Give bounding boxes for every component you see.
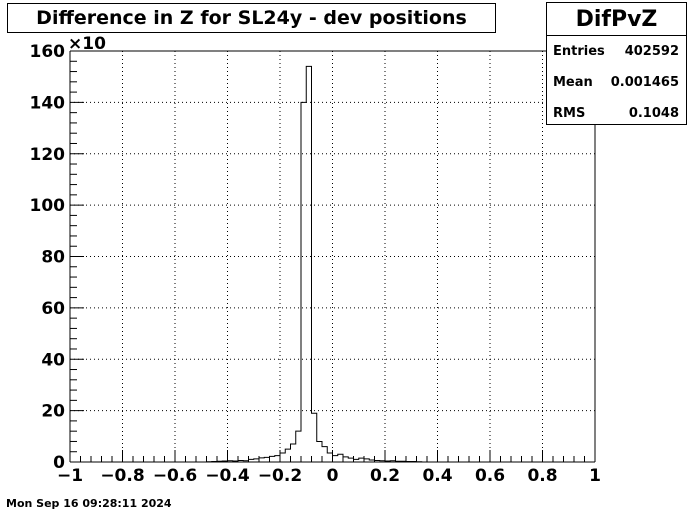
histogram-bin: [270, 456, 275, 462]
x-tick-label: 0.4: [422, 466, 452, 486]
y-tick-label: 140: [30, 93, 66, 113]
histogram-bin: [322, 447, 327, 462]
x-tick-label: −0.8: [100, 466, 144, 486]
stats-mean-label: Mean: [553, 75, 593, 90]
histogram-bin: [301, 102, 306, 462]
y-tick-label: 40: [41, 350, 65, 370]
stats-row-mean: Mean 0.001465: [547, 67, 686, 98]
grid-lines: [70, 50, 595, 462]
stats-histogram-name: DifPvZ: [547, 3, 686, 36]
y-tick-label: 60: [41, 299, 65, 319]
y-axis-multiplier: ×10: [68, 34, 106, 54]
histogram-bin: [333, 456, 338, 462]
y-tick-label: 120: [30, 145, 66, 165]
x-tick-label: −0.2: [258, 466, 302, 486]
y-tick-label: 0: [53, 453, 65, 473]
x-tick-label: 0.6: [475, 466, 505, 486]
y-axis-ticks: 0 20 40 60 80 100 120 140 160: [30, 42, 84, 473]
stats-entries-label: Entries: [553, 44, 605, 59]
histogram-bin: [312, 413, 317, 462]
axes: [69, 50, 596, 463]
histogram-bin: [359, 458, 364, 462]
x-tick-label: 0.2: [370, 466, 400, 486]
stats-row-rms: RMS 0.1048: [547, 98, 686, 129]
histogram-bars: [70, 65, 595, 463]
footer-timestamp: Mon Sep 16 09:28:11 2024: [6, 497, 172, 510]
y-tick-label: 160: [30, 42, 66, 62]
histogram-bin: [348, 458, 353, 462]
x-tick-label: −1: [57, 466, 83, 486]
histogram-bin: [280, 453, 285, 462]
x-tick-label: −0.6: [153, 466, 197, 486]
stats-mean-value: 0.001465: [610, 75, 679, 90]
x-tick-label: −0.4: [205, 466, 250, 486]
y-tick-label: 100: [30, 196, 66, 216]
stats-rms-value: 0.1048: [628, 106, 679, 121]
histogram-bin: [285, 449, 290, 462]
stats-row-entries: Entries 402592: [547, 36, 686, 67]
histogram-bin: [317, 441, 322, 462]
chart-title-text: Difference in Z for SL24y - dev position…: [36, 7, 467, 29]
chart-title: Difference in Z for SL24y - dev position…: [7, 3, 496, 33]
y-tick-label: 20: [41, 402, 65, 422]
histogram-bin: [259, 458, 264, 462]
histogram-outline: [70, 65, 595, 463]
y-tick-label: 80: [41, 248, 65, 268]
histogram-bin: [291, 444, 296, 462]
x-tick-label: 0.8: [527, 466, 557, 486]
x-tick-label: 1: [589, 466, 601, 486]
stats-rms-label: RMS: [553, 106, 586, 121]
stats-entries-value: 402592: [624, 44, 679, 59]
histogram-bin: [275, 456, 280, 462]
histogram-bin: [296, 431, 301, 462]
histogram-bin: [264, 457, 269, 462]
histogram-bin: [327, 453, 332, 462]
x-tick-label: 0: [327, 466, 339, 486]
x-axis-ticks: −1 −0.8 −0.6 −0.4 −0.2 0 0.2 0.4 0.6 0.8 1: [57, 450, 601, 486]
histogram-bin: [338, 454, 343, 462]
stats-box: DifPvZ Entries 402592 Mean 0.001465 RMS …: [546, 2, 687, 125]
histogram-bin: [343, 457, 348, 462]
histogram-bin: [306, 66, 311, 462]
